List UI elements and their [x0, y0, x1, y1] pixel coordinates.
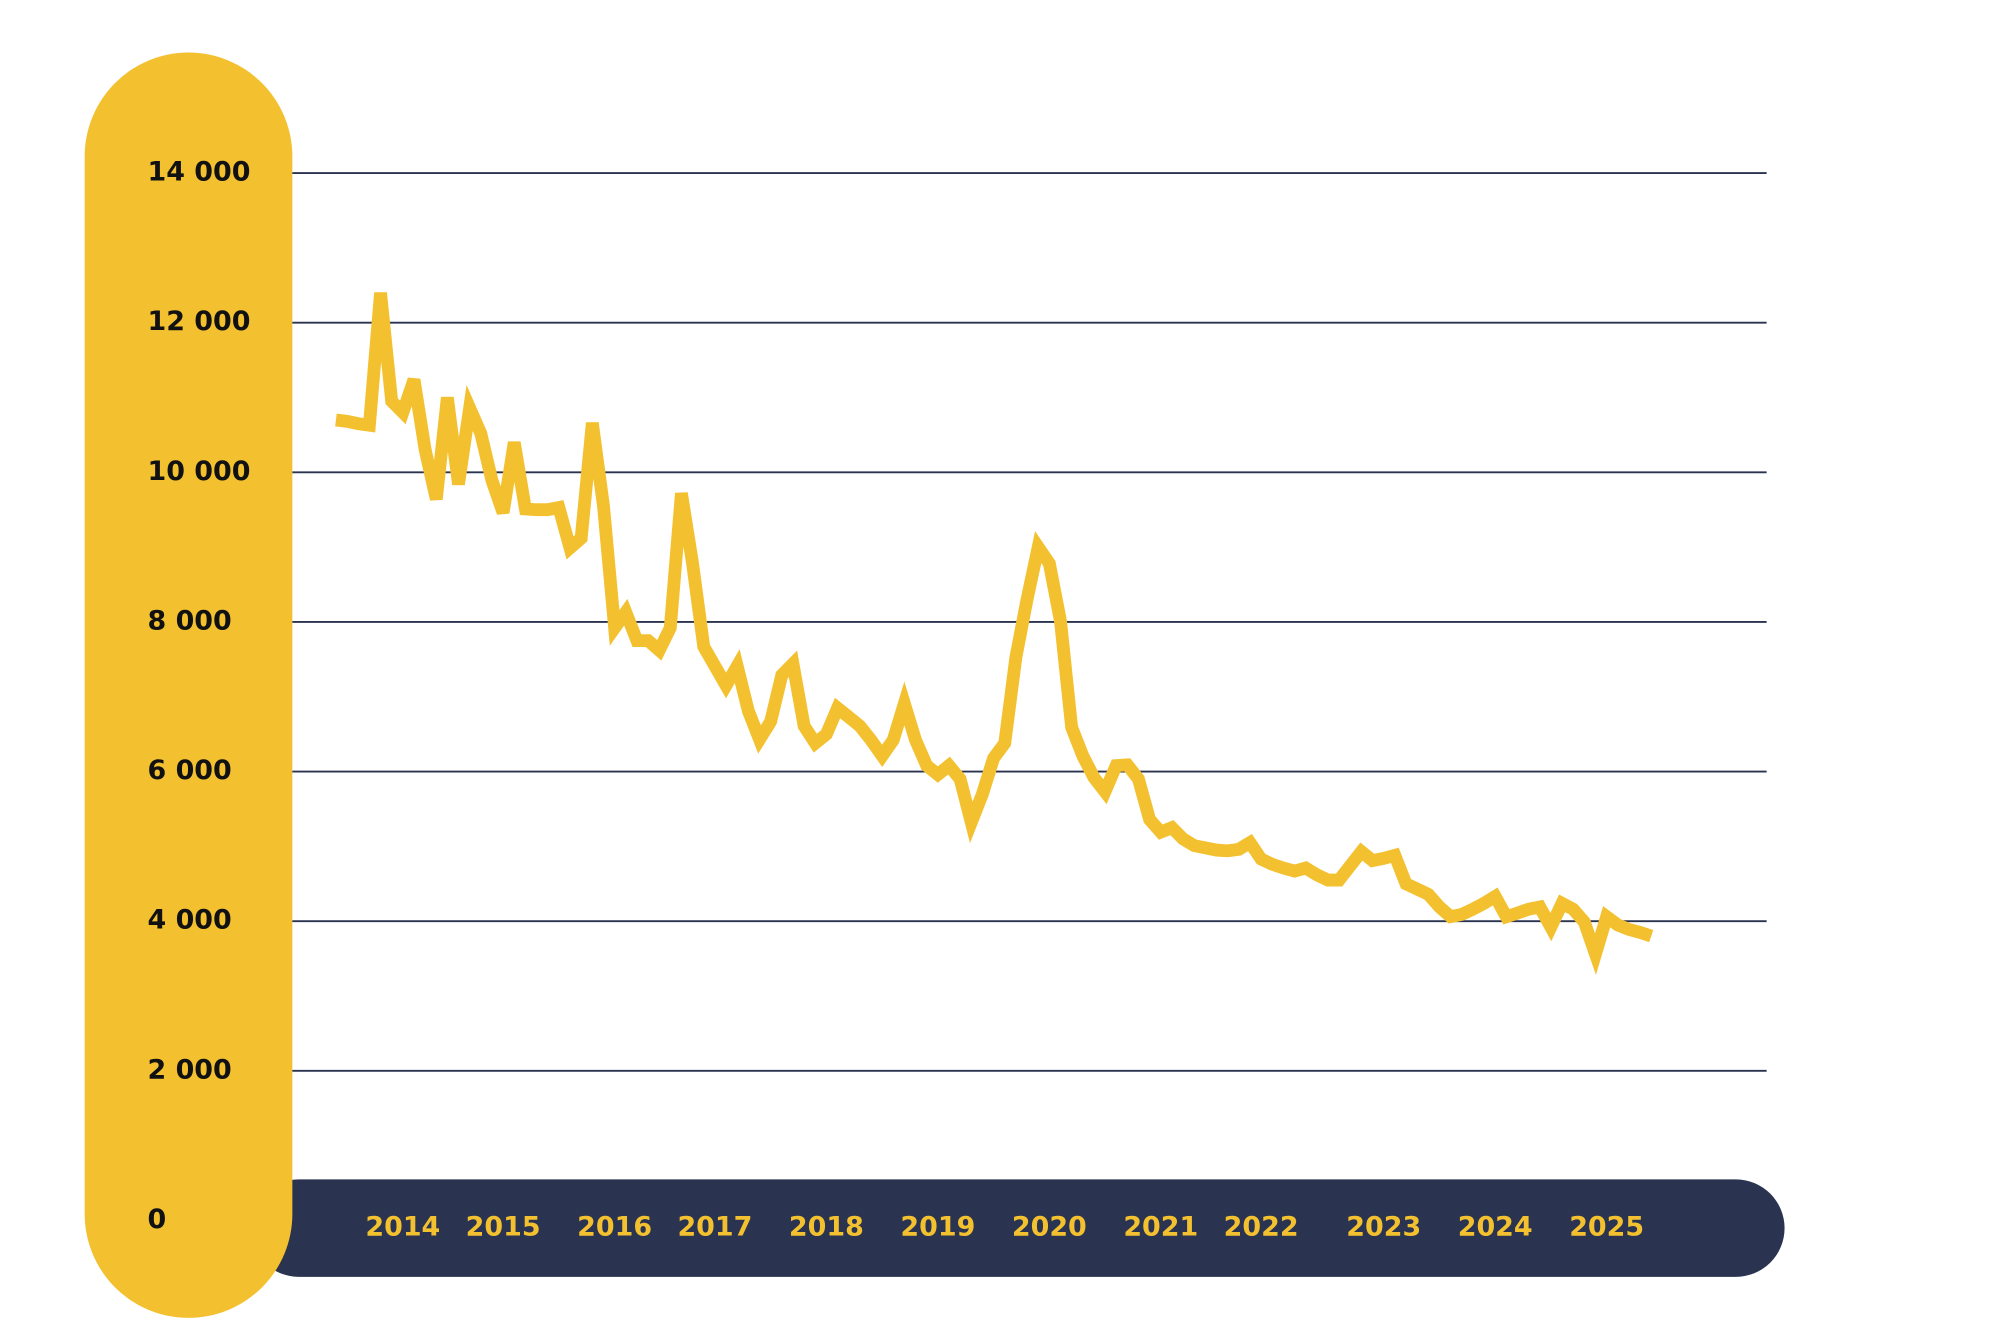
x-tick-label: 2016: [577, 1212, 652, 1243]
y-tick-label: 0: [147, 1204, 166, 1235]
y-axis-band: [84, 52, 293, 1318]
x-tick-label: 2018: [789, 1212, 864, 1243]
y-tick-label: 12 000: [147, 306, 250, 337]
x-tick-label: 2015: [466, 1212, 541, 1243]
x-tick-label: 2024: [1458, 1212, 1533, 1243]
x-tick-label: 2017: [677, 1212, 752, 1243]
x-tick-label: 2020: [1012, 1212, 1087, 1243]
x-tick-label: 2014: [365, 1212, 440, 1243]
x-tick-label: 2023: [1346, 1212, 1421, 1243]
y-tick-label: 2 000: [147, 1054, 231, 1085]
y-tick-label: 8 000: [147, 605, 231, 636]
x-tick-label: 2025: [1569, 1212, 1644, 1243]
y-tick-label: 6 000: [147, 755, 231, 786]
x-tick-label: 2021: [1123, 1212, 1198, 1243]
y-tick-label: 10 000: [147, 456, 250, 487]
x-tick-label: 2022: [1224, 1212, 1299, 1243]
x-axis-band: [250, 1179, 1785, 1277]
x-tick-label: 2019: [900, 1212, 975, 1243]
y-tick-label: 4 000: [147, 905, 231, 936]
y-tick-label: 14 000: [147, 157, 250, 188]
data-line: [335, 292, 1654, 975]
